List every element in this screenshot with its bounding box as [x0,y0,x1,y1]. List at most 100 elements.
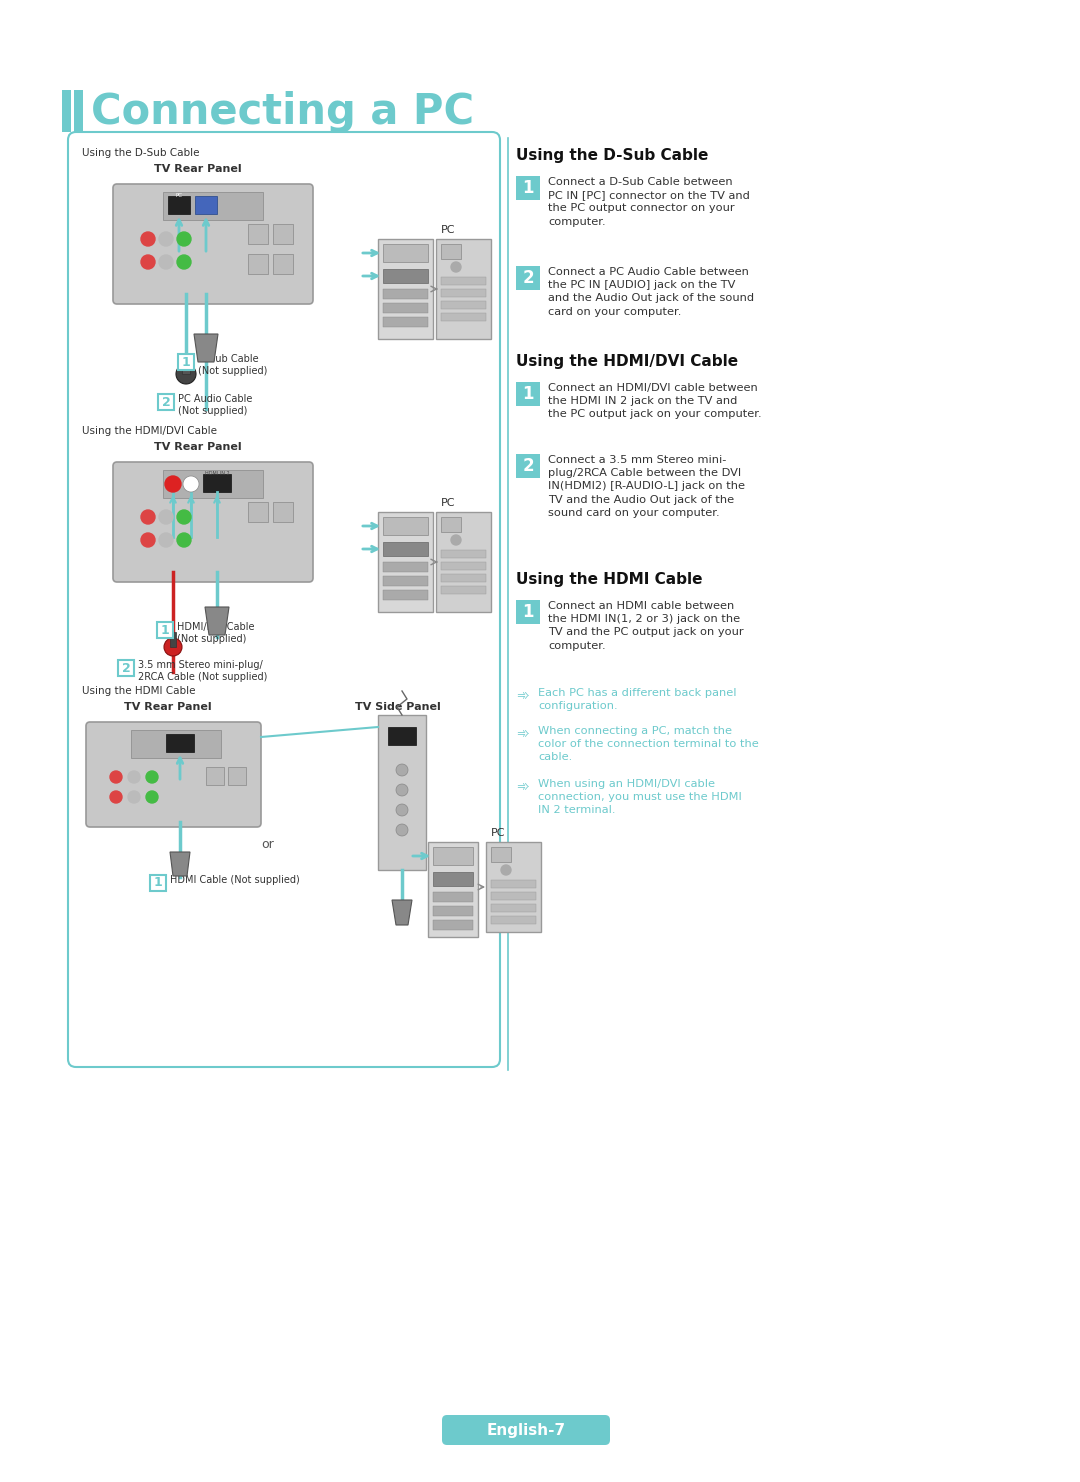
Bar [441,550,486,559]
Bar [383,245,428,262]
Bar [163,193,264,219]
Circle shape [146,791,158,803]
Bar [163,470,264,498]
Bar [195,196,217,213]
Bar [378,511,433,612]
Bar [516,382,540,406]
Circle shape [451,535,461,545]
Bar [516,600,540,624]
Bar [178,354,194,370]
Bar [491,880,536,888]
Bar [183,354,190,373]
Polygon shape [205,608,229,634]
Text: or: or [261,839,274,852]
Bar [168,196,190,213]
FancyBboxPatch shape [68,132,500,1067]
Text: Using the HDMI/DVI Cable: Using the HDMI/DVI Cable [516,354,738,369]
Bar [378,239,433,339]
Circle shape [396,765,408,777]
Bar [383,317,428,328]
Bar [248,253,268,274]
Text: TV Rear Panel: TV Rear Panel [124,702,212,711]
Circle shape [159,510,173,525]
Text: PC: PC [175,193,183,199]
Bar [383,517,428,535]
Text: 2: 2 [122,661,131,674]
Text: Connect an HDMI cable between
the HDMI IN(1, 2 or 3) jack on the
TV and the PC o: Connect an HDMI cable between the HDMI I… [548,602,744,651]
Bar [203,474,231,492]
Bar [486,842,541,932]
Bar [150,874,166,891]
Bar [441,562,486,571]
Circle shape [165,476,181,492]
Bar [491,848,511,863]
Bar [516,176,540,200]
Bar [206,768,224,785]
Text: Using the D-Sub Cable: Using the D-Sub Cable [82,148,200,159]
Bar [383,289,428,299]
Bar [273,253,293,274]
Text: TV Rear Panel: TV Rear Panel [154,165,242,173]
Circle shape [177,233,191,246]
Circle shape [396,824,408,836]
Bar [441,313,486,322]
Text: Connect a PC Audio Cable between
the PC IN [AUDIO] jack on the TV
and the Audio : Connect a PC Audio Cable between the PC … [548,267,754,317]
FancyBboxPatch shape [86,722,261,827]
Polygon shape [170,852,190,876]
Bar [441,245,461,259]
Text: 2: 2 [523,456,534,476]
Bar [383,302,428,313]
FancyBboxPatch shape [442,1415,610,1445]
Bar [441,301,486,310]
Bar [491,892,536,900]
Circle shape [183,476,199,492]
Bar [441,585,486,594]
Text: Each PC has a different back panel
configuration.: Each PC has a different back panel confi… [538,688,737,711]
Bar [248,224,268,245]
Circle shape [159,233,173,246]
Text: ➾: ➾ [516,780,529,794]
Text: English-7: English-7 [486,1423,566,1438]
Text: HDMI IN 2: HDMI IN 2 [205,471,229,476]
Text: Connect a D-Sub Cable between
PC IN [PC] connector on the TV and
the PC output c: Connect a D-Sub Cable between PC IN [PC]… [548,176,750,227]
Bar [491,916,536,923]
Circle shape [129,791,140,803]
Text: PC Audio Cable
(Not supplied): PC Audio Cable (Not supplied) [178,394,253,415]
Bar [491,904,536,911]
Bar [433,871,473,886]
Bar [383,542,428,556]
Bar [441,517,461,532]
Circle shape [177,255,191,270]
Bar [441,574,486,582]
Text: Using the D-Sub Cable: Using the D-Sub Cable [516,148,708,163]
Text: Connecting a PC: Connecting a PC [91,90,474,133]
Bar [441,277,486,285]
Circle shape [146,771,158,782]
Circle shape [164,637,183,657]
Circle shape [177,510,191,525]
Text: 1: 1 [181,356,190,369]
Polygon shape [194,333,218,362]
Bar [75,90,83,132]
Bar [158,394,174,411]
Text: 1: 1 [523,179,534,197]
Text: 1: 1 [153,876,162,889]
Circle shape [141,233,156,246]
Circle shape [396,805,408,817]
Bar [516,265,540,290]
Circle shape [129,771,140,782]
Bar [378,714,426,870]
Bar [273,224,293,245]
Polygon shape [392,900,411,925]
Text: When connecting a PC, match the
color of the connection terminal to the
cable.: When connecting a PC, match the color of… [538,726,759,762]
Bar [166,734,194,751]
Text: Using the HDMI Cable: Using the HDMI Cable [516,572,702,587]
Bar [441,289,486,296]
Text: 1: 1 [161,624,170,636]
Bar [118,659,134,676]
Text: When using an HDMI/DVI cable
connection, you must use the HDMI
IN 2 terminal.: When using an HDMI/DVI cable connection,… [538,780,742,815]
Text: HDMI Cable (Not supplied): HDMI Cable (Not supplied) [170,874,300,885]
Text: 1: 1 [523,603,534,621]
Bar [436,239,491,339]
Text: PC: PC [491,828,505,837]
